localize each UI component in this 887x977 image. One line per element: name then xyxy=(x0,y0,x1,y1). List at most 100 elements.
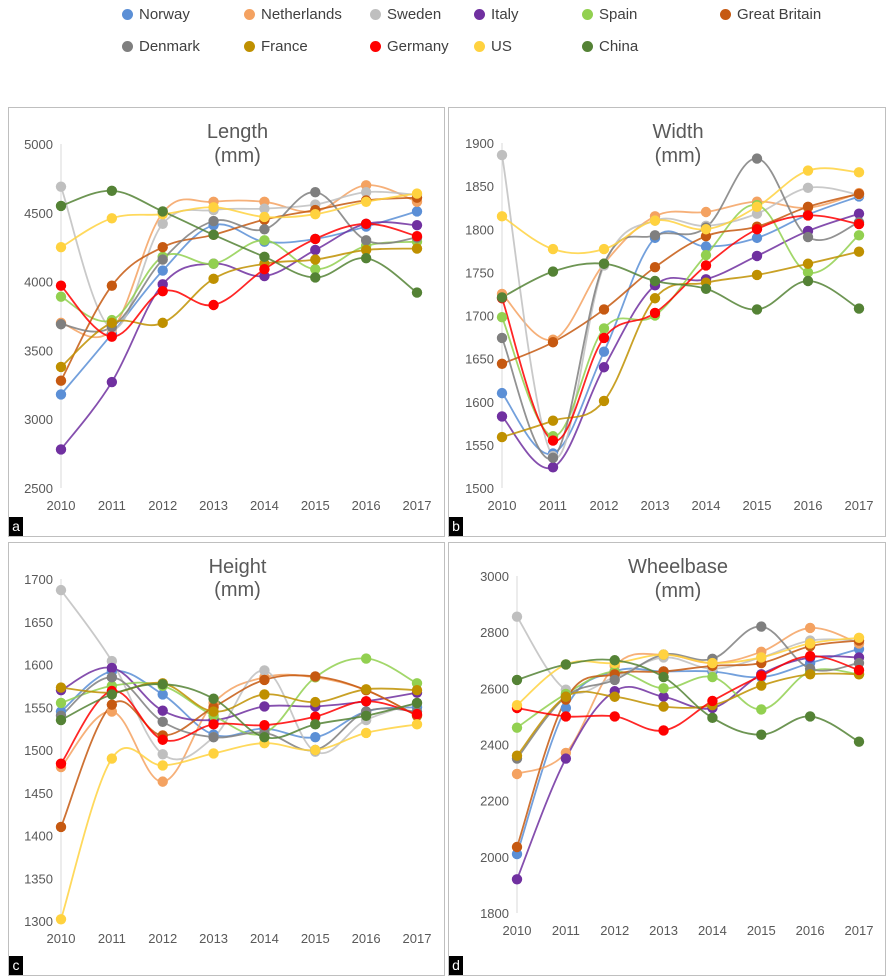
data-point-denmark xyxy=(157,254,168,265)
legend-item-norway: Norway xyxy=(122,6,190,23)
data-point-denmark xyxy=(547,452,559,464)
data-point-france xyxy=(658,701,669,712)
y-tick-label: 3000 xyxy=(480,569,509,584)
data-point-china xyxy=(707,712,718,724)
data-point-france xyxy=(496,431,508,443)
x-tick-label: 2010 xyxy=(503,923,532,938)
x-tick-label: 2014 xyxy=(698,923,727,938)
data-point-china xyxy=(804,711,816,722)
data-point-china xyxy=(756,729,767,740)
legend-marker xyxy=(474,9,485,20)
series-line-france xyxy=(501,250,860,438)
data-point-france xyxy=(649,293,661,304)
series-line-us xyxy=(501,167,860,255)
y-tick-label: 1300 xyxy=(24,914,53,929)
x-tick-label: 2012 xyxy=(590,498,619,513)
data-point-netherlands xyxy=(511,768,523,780)
data-point-denmark xyxy=(360,235,372,246)
data-point-france xyxy=(208,706,219,717)
data-point-italy xyxy=(853,208,865,219)
data-point-great-britain xyxy=(106,699,118,710)
series-line-china xyxy=(516,658,860,743)
data-point-china xyxy=(853,736,865,747)
y-tick-label: 1650 xyxy=(465,352,494,367)
y-tick-label: 1850 xyxy=(465,179,494,194)
y-tick-label: 2000 xyxy=(480,850,509,865)
data-point-germany xyxy=(259,264,270,275)
legend-marker xyxy=(122,9,133,20)
chart-subtitle: (mm) xyxy=(655,145,702,167)
legend-item-sweden: Sweden xyxy=(370,6,441,23)
chart-title: Length xyxy=(207,121,268,143)
data-point-denmark xyxy=(310,186,321,198)
data-point-us xyxy=(649,215,661,226)
legend-label: France xyxy=(261,38,308,55)
data-point-italy xyxy=(55,444,67,455)
data-point-us xyxy=(496,211,508,222)
series-line-france xyxy=(60,247,418,368)
data-point-china xyxy=(310,272,321,283)
y-tick-label: 2500 xyxy=(24,481,53,496)
data-point-sweden xyxy=(259,665,270,676)
data-point-norway xyxy=(55,389,67,400)
x-tick-label: 2013 xyxy=(641,498,670,513)
data-point-great-britain xyxy=(649,262,661,273)
data-point-norway xyxy=(157,689,168,700)
data-point-spain xyxy=(259,235,270,246)
data-point-china xyxy=(511,674,523,686)
data-point-italy xyxy=(658,691,669,702)
data-point-france xyxy=(411,684,423,696)
data-point-denmark xyxy=(208,731,219,743)
legend-item-france: France xyxy=(244,38,308,55)
y-tick-label: 1800 xyxy=(480,906,509,921)
data-point-china xyxy=(360,253,372,264)
data-point-italy xyxy=(751,250,763,262)
data-point-germany xyxy=(756,670,767,681)
data-point-germany xyxy=(55,758,67,769)
legend-item-denmark: Denmark xyxy=(122,38,200,55)
series-line-great-britain xyxy=(501,193,860,365)
data-point-china xyxy=(609,655,620,666)
data-point-germany xyxy=(360,218,372,230)
data-point-spain xyxy=(598,323,610,334)
x-tick-label: 2015 xyxy=(301,498,330,513)
x-tick-label: 2014 xyxy=(692,498,721,513)
data-point-germany xyxy=(259,720,270,731)
chart-legend: Norway Netherlands Sweden Italy Spain Great B… xyxy=(0,0,887,70)
data-point-china xyxy=(259,731,270,743)
data-point-germany xyxy=(751,224,763,235)
data-point-germany xyxy=(547,435,559,446)
data-point-denmark xyxy=(802,231,814,243)
x-tick-label: 2015 xyxy=(301,931,330,946)
data-point-france xyxy=(310,254,321,265)
y-tick-label: 1650 xyxy=(24,615,53,630)
data-point-germany xyxy=(411,708,423,720)
data-point-denmark xyxy=(55,319,67,330)
x-tick-label: 2017 xyxy=(845,923,874,938)
data-point-us xyxy=(310,744,321,756)
data-point-us xyxy=(55,914,67,925)
x-tick-label: 2012 xyxy=(148,931,177,946)
data-point-us xyxy=(756,652,767,663)
y-tick-label: 1350 xyxy=(24,871,53,886)
data-point-great-britain xyxy=(106,280,118,291)
data-point-france xyxy=(411,243,423,254)
data-point-germany xyxy=(658,725,669,736)
data-point-us xyxy=(547,243,559,255)
x-tick-label: 2013 xyxy=(649,923,678,938)
data-point-france xyxy=(208,273,219,285)
data-point-us xyxy=(700,224,712,235)
data-point-norway xyxy=(751,232,763,244)
data-point-china xyxy=(649,275,661,287)
data-point-germany xyxy=(208,299,219,311)
data-point-spain xyxy=(700,249,712,261)
legend-marker xyxy=(370,9,381,20)
x-tick-label: 2015 xyxy=(743,498,772,513)
data-point-germany xyxy=(804,650,816,662)
data-point-great-britain xyxy=(853,188,865,200)
x-tick-label: 2016 xyxy=(796,923,825,938)
panel-label-b: b xyxy=(449,517,463,536)
data-point-germany xyxy=(310,711,321,722)
chart-subtitle: (mm) xyxy=(655,580,702,602)
data-point-great-britain xyxy=(802,201,814,213)
